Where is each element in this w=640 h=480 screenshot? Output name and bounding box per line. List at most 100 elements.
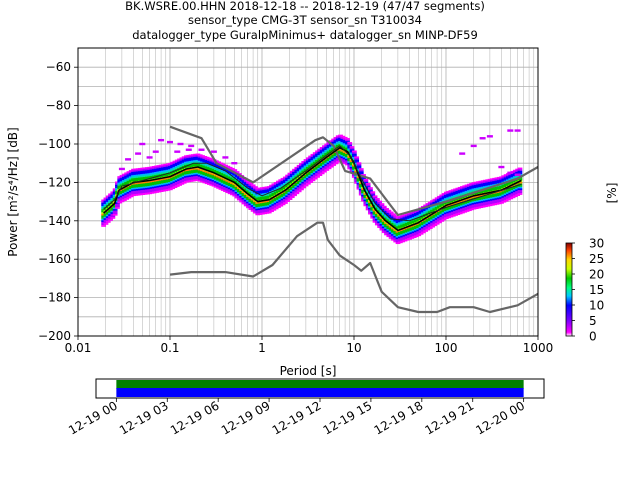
x-tick-label: 1000 bbox=[523, 341, 554, 355]
outlier-cell bbox=[174, 150, 181, 153]
density-cell bbox=[282, 202, 288, 204]
density-cell bbox=[117, 201, 123, 204]
density-cell bbox=[172, 186, 178, 188]
outlier-cell bbox=[152, 150, 159, 153]
density-cell bbox=[347, 142, 353, 144]
density-cell bbox=[356, 163, 362, 166]
density-cell bbox=[308, 181, 314, 183]
density-cell bbox=[121, 199, 127, 201]
chart-title: BK.WSRE.00.HHN 2018-12-18 -- 2018-12-19 … bbox=[125, 0, 485, 42]
density-cell bbox=[248, 182, 254, 185]
density-cell bbox=[312, 177, 318, 180]
density-cell bbox=[363, 178, 369, 181]
density-cell bbox=[296, 190, 302, 193]
outlier-cell bbox=[498, 165, 505, 169]
density-cell bbox=[397, 241, 403, 244]
density-cell bbox=[179, 183, 185, 185]
outlier-cell bbox=[139, 142, 146, 146]
density-cell bbox=[416, 234, 422, 237]
density-cell bbox=[220, 163, 226, 166]
timeline-bars bbox=[116, 380, 524, 397]
density-cell bbox=[379, 203, 385, 205]
density-cell bbox=[418, 233, 424, 235]
density-cell bbox=[372, 195, 378, 198]
density-cell bbox=[119, 200, 125, 203]
density-cell bbox=[368, 187, 373, 189]
y-tick-label: −60 bbox=[46, 60, 71, 74]
density-cell bbox=[512, 195, 518, 198]
density-cell bbox=[501, 200, 507, 203]
colorbar-tick-label: 0 bbox=[589, 330, 597, 344]
outlier-cell bbox=[118, 167, 125, 171]
density-cell bbox=[305, 182, 311, 185]
density-cell bbox=[340, 135, 346, 138]
outlier-cell bbox=[146, 156, 153, 159]
density-cell bbox=[393, 215, 399, 217]
x-tick-label: 100 bbox=[435, 341, 458, 355]
outlier-cell bbox=[135, 152, 142, 155]
density-cell bbox=[356, 167, 362, 169]
title-line-2: sensor_type CMG-3T sensor_sn T310034 bbox=[188, 13, 422, 27]
mean-line bbox=[103, 145, 522, 222]
density-cell bbox=[365, 184, 371, 187]
y-tick-label: −160 bbox=[38, 252, 71, 266]
outlier-cell bbox=[177, 142, 184, 146]
density-cell bbox=[404, 238, 410, 241]
density-cell bbox=[517, 193, 523, 195]
outlier-cell bbox=[459, 152, 466, 155]
density-cell bbox=[115, 205, 120, 208]
density-cell bbox=[354, 161, 360, 163]
density-cell bbox=[370, 194, 376, 197]
density-cell bbox=[225, 165, 231, 168]
psd-plot: 0.01 0.1 1 10 100 1000 −200 −180 −160 −140 −120 −1… bbox=[6, 47, 554, 378]
outlier-cell bbox=[210, 150, 217, 153]
density-cell bbox=[115, 203, 120, 206]
density-cell bbox=[425, 228, 431, 231]
density-cell bbox=[112, 213, 118, 216]
density-cell bbox=[517, 191, 523, 194]
density-cell bbox=[347, 143, 353, 146]
density-cell bbox=[377, 200, 383, 203]
density-cell bbox=[430, 225, 435, 228]
density-cell bbox=[110, 217, 116, 219]
density-cell bbox=[363, 180, 369, 183]
density-cell bbox=[115, 207, 120, 209]
density-cell bbox=[517, 186, 523, 189]
density-cell bbox=[170, 187, 176, 190]
density-cell bbox=[345, 139, 350, 142]
density-cell bbox=[301, 186, 307, 189]
density-cell bbox=[319, 172, 325, 175]
density-cell bbox=[374, 199, 380, 202]
density-cell bbox=[105, 221, 111, 223]
density-cell bbox=[391, 213, 396, 216]
density-cell bbox=[358, 171, 364, 174]
outlier-cell bbox=[167, 140, 173, 144]
outlier-cell bbox=[479, 137, 486, 140]
density-cell bbox=[294, 192, 300, 195]
density-cell bbox=[368, 188, 373, 191]
density-cell bbox=[227, 166, 233, 169]
density-cell bbox=[358, 168, 364, 170]
outlier-cell bbox=[231, 162, 238, 165]
y-tick-label: −200 bbox=[38, 329, 71, 343]
y-tick-label: −140 bbox=[38, 214, 71, 228]
outlier-cell bbox=[158, 138, 165, 142]
density-cell bbox=[103, 223, 109, 225]
density-cell bbox=[365, 186, 371, 188]
density-cell bbox=[386, 209, 392, 212]
density-cell bbox=[354, 159, 360, 162]
density-cell bbox=[110, 215, 116, 218]
density-cell bbox=[280, 203, 286, 206]
density-cell bbox=[269, 210, 274, 213]
x-tick-label: 0.01 bbox=[65, 341, 92, 355]
density-cell bbox=[181, 181, 187, 184]
density-cell bbox=[349, 146, 355, 148]
density-cell bbox=[411, 236, 417, 238]
density-cell bbox=[370, 191, 376, 193]
density-cell bbox=[517, 170, 523, 173]
colorbar-label: [%] bbox=[605, 183, 619, 204]
density-cell bbox=[328, 165, 334, 168]
colorbar-tick-label: 5 bbox=[589, 314, 597, 328]
